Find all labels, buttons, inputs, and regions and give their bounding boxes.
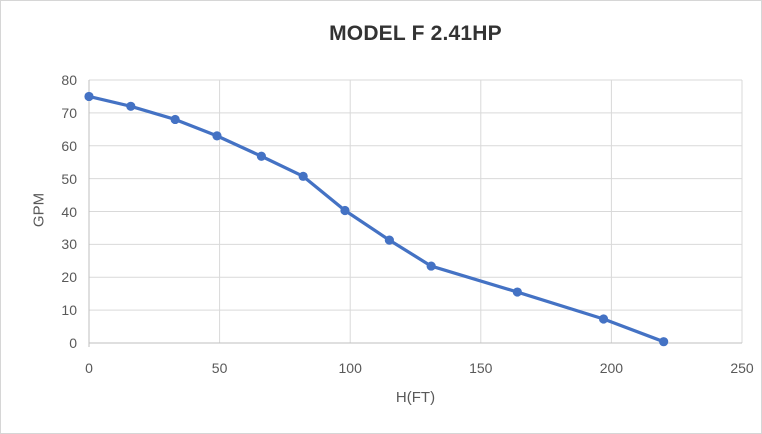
data-point-marker: [126, 101, 136, 111]
data-point-marker: [512, 287, 522, 297]
y-tick-label: 0: [69, 335, 77, 351]
y-tick-label: 70: [61, 104, 77, 121]
y-tick-label: 20: [61, 269, 77, 286]
y-tick-label: 10: [61, 302, 77, 319]
data-point-marker: [298, 171, 308, 181]
x-tick-label: 50: [211, 360, 228, 376]
y-tick-label: 60: [61, 137, 77, 154]
data-point-marker: [256, 151, 266, 161]
y-tick-label: 40: [61, 203, 77, 220]
chart-title: MODEL F 2.41HP: [329, 22, 502, 45]
data-point-marker: [659, 337, 669, 347]
x-tick-label: 250: [730, 360, 754, 376]
data-point-marker: [212, 131, 222, 141]
x-tick-label: 200: [599, 360, 624, 376]
data-point-marker: [340, 205, 350, 216]
x-tick-label: 150: [469, 360, 493, 376]
series-line: [87, 94, 666, 344]
data-point-marker: [84, 91, 94, 102]
x-tick-label: 100: [338, 360, 362, 376]
data-point-marker: [170, 114, 180, 125]
data-point-marker: [598, 314, 609, 324]
x-tick-label: 0: [85, 360, 93, 376]
data-point-marker: [384, 235, 394, 245]
data-point-marker: [426, 261, 436, 271]
x-axis-title: H(FT): [395, 389, 436, 406]
y-tick-label: 30: [61, 236, 77, 253]
y-tick-label: 50: [61, 170, 77, 187]
y-tick-label: 80: [61, 72, 77, 88]
